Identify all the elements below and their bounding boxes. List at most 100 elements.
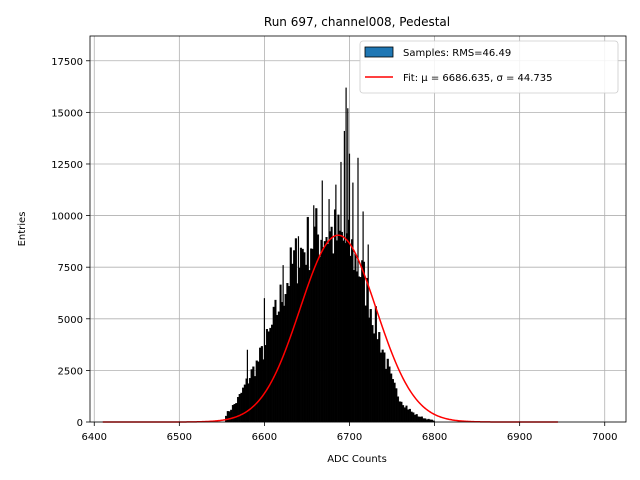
histogram-bar xyxy=(378,332,381,423)
histogram-bar xyxy=(413,414,417,423)
histogram-bar xyxy=(373,333,376,423)
histogram-bar xyxy=(299,247,303,423)
x-axis-ticks: 6400 6500 6600 6700 6800 6900 7000 xyxy=(82,422,617,443)
histogram-spike xyxy=(362,211,364,422)
legend: Samples: RMS=46.49 Fit: μ = 6686.635, σ … xyxy=(359,40,619,94)
histogram-bar xyxy=(354,253,357,423)
histogram-bar xyxy=(395,388,398,423)
plot-frame xyxy=(89,35,627,423)
histogram-spike xyxy=(246,349,248,422)
histogram-bar xyxy=(257,361,260,423)
histogram-bar xyxy=(386,358,389,423)
histogram-bar xyxy=(252,366,255,423)
histogram-bar xyxy=(308,270,311,423)
histogram-bar xyxy=(272,306,275,423)
histogram-bar xyxy=(412,412,415,423)
x-tick-label: 6900 xyxy=(507,432,532,443)
histogram-bar xyxy=(398,401,401,423)
histogram-bar xyxy=(267,331,270,423)
histogram-spike xyxy=(313,205,315,422)
x-tick-label: 6400 xyxy=(82,432,107,443)
histogram-bar xyxy=(228,411,231,423)
histogram-bar xyxy=(417,416,420,423)
histogram-bar xyxy=(420,416,423,423)
chart-title: Run 697, channel008, Pedestal xyxy=(264,15,450,29)
histogram-bar xyxy=(265,329,269,423)
histogram-bar xyxy=(427,418,430,423)
histogram-bar xyxy=(231,405,234,423)
histogram-spike xyxy=(345,87,347,422)
x-tick-label: 6500 xyxy=(167,432,192,443)
histogram-bar xyxy=(236,397,240,423)
histogram-bar xyxy=(400,401,403,423)
histogram-bar xyxy=(408,408,411,423)
histogram-bar xyxy=(269,327,272,423)
histogram-bar xyxy=(415,414,418,423)
histogram-bar xyxy=(274,299,277,423)
y-tick-label: 12500 xyxy=(51,160,83,171)
histogram-bar xyxy=(391,379,394,423)
histogram-bar xyxy=(226,411,229,423)
histogram-bar xyxy=(260,346,263,423)
histogram-bar xyxy=(306,216,309,423)
y-tick-label: 2500 xyxy=(58,366,83,377)
histogram-bar xyxy=(316,234,320,423)
y-tick-label: 5000 xyxy=(58,315,83,326)
histogram-bar xyxy=(254,376,257,423)
histogram-spike xyxy=(347,108,349,423)
histogram-spike xyxy=(328,199,330,422)
histogram-spike xyxy=(340,161,342,423)
histogram-bar xyxy=(407,409,410,423)
histogram-bar xyxy=(405,405,408,423)
histogram-spike xyxy=(282,265,284,422)
histogram-bar xyxy=(369,309,372,423)
x-tick-label: 6800 xyxy=(422,432,447,443)
histogram-bar xyxy=(288,286,291,423)
histogram-bar xyxy=(359,277,362,423)
histogram-spike xyxy=(335,184,337,422)
histogram-bar xyxy=(337,214,340,423)
histogram-bar xyxy=(243,384,246,423)
histogram-bar xyxy=(379,352,383,423)
histogram-bar xyxy=(330,226,333,423)
histogram-spike xyxy=(348,153,351,422)
histogram-bar xyxy=(403,407,406,423)
histogram-bar xyxy=(235,403,238,423)
histogram-bar xyxy=(250,369,253,423)
legend-box xyxy=(359,40,619,94)
x-tick-label: 6700 xyxy=(337,432,362,443)
histogram-bar xyxy=(410,411,413,423)
histogram-bar xyxy=(388,366,391,423)
histogram-bar xyxy=(230,409,233,423)
y-tick-label: 10000 xyxy=(51,212,83,223)
histogram-bar xyxy=(242,387,245,423)
histogram-bar xyxy=(291,263,294,423)
histogram-bar xyxy=(332,253,335,423)
histogram-spike xyxy=(367,244,369,422)
histogram-bar xyxy=(294,238,297,423)
histogram-spikes xyxy=(246,87,369,423)
histogram-bar xyxy=(381,349,384,423)
x-axis-label: ADC Counts xyxy=(327,454,387,465)
histogram-bar xyxy=(238,394,241,423)
histogram-bar xyxy=(284,294,287,423)
histogram-bar xyxy=(271,324,274,423)
histogram-spike xyxy=(357,157,359,422)
histogram-bar xyxy=(325,237,328,423)
histogram-spike xyxy=(343,130,345,422)
histogram-bar xyxy=(315,208,318,423)
histogram-bar xyxy=(318,257,321,423)
histogram-bar xyxy=(422,418,425,423)
histogram-bar xyxy=(286,283,289,423)
y-tick-label: 17500 xyxy=(51,57,83,68)
histogram-bar xyxy=(293,250,296,423)
y-tick-label: 7500 xyxy=(58,263,83,274)
histogram-bar xyxy=(240,392,243,423)
histogram-bar xyxy=(233,404,236,423)
histogram-bar xyxy=(396,396,400,423)
histogram-spike xyxy=(321,180,323,422)
histogram-bar xyxy=(383,352,386,423)
histogram-bar xyxy=(259,347,262,423)
legend-swatch-samples xyxy=(364,46,394,58)
x-tick-label: 7000 xyxy=(592,432,617,443)
